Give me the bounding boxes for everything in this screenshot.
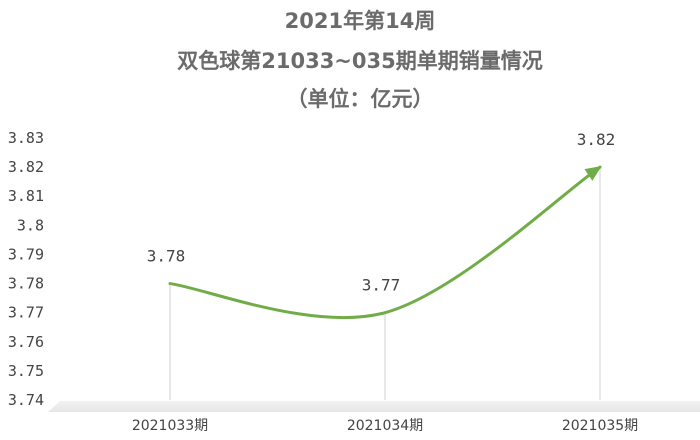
y-tick-label: 3.78 — [8, 275, 44, 293]
y-tick-label: 3.76 — [8, 333, 44, 351]
x-axis-labels: 2021033期 2021034期 2021035期 — [132, 418, 638, 434]
y-tick-label: 3.75 — [8, 362, 44, 380]
chart-title-line-3: （单位：亿元） — [287, 87, 434, 111]
x-tick-label: 2021035期 — [562, 418, 638, 434]
y-tick-label: 3.83 — [8, 129, 44, 147]
y-tick-label: 3.79 — [8, 245, 44, 263]
series-end-arrow — [584, 165, 602, 181]
x-tick-label: 2021033期 — [132, 418, 208, 434]
data-labels: 3.78 3.77 3.82 — [147, 130, 616, 295]
data-label: 3.82 — [577, 130, 616, 149]
series-line — [168, 165, 602, 320]
y-tick-label: 3.77 — [8, 304, 44, 322]
data-label: 3.77 — [362, 276, 401, 295]
y-axis-ticks: 3.74 3.75 3.76 3.77 3.78 3.79 3.8 3.81 3.82 3.83 — [8, 129, 44, 409]
data-label: 3.78 — [147, 247, 186, 266]
chart-title-line-2: 双色球第21033~035期单期销量情况 — [177, 49, 543, 73]
y-tick-label: 3.74 — [8, 391, 44, 409]
chart-title-line-1: 2021年第14周 — [285, 9, 436, 33]
y-tick-label: 3.8 — [17, 216, 44, 234]
y-tick-label: 3.82 — [8, 158, 44, 176]
y-tick-label: 3.81 — [8, 187, 44, 205]
chart-floor — [48, 401, 700, 412]
drop-lines — [169, 167, 601, 400]
x-tick-label: 2021034期 — [347, 418, 423, 434]
